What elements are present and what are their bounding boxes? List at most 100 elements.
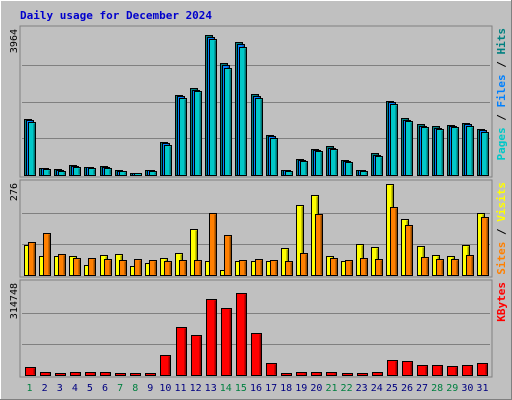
bar-shadow [33, 123, 35, 175]
bar-kbytes-day-8 [130, 373, 141, 376]
bar-shadow [93, 169, 95, 175]
day-label-29: 29 [446, 383, 458, 394]
bar-shadow [184, 99, 186, 175]
day-label-6: 6 [102, 383, 108, 394]
bar-pages-day-18 [285, 171, 293, 176]
legend-entry: / [495, 222, 508, 242]
panel-pages-files-hits: 3964 Pages / Files / Hits [9, 25, 508, 178]
bar-shadow [108, 373, 110, 375]
bar-shadow [229, 236, 231, 275]
bar-pages-day-10 [164, 145, 172, 176]
panel-legend: KBytes [495, 282, 508, 322]
bar-pages-day-3 [58, 171, 66, 176]
bar-pages-day-29 [451, 127, 459, 176]
bar-sites-day-8 [134, 259, 142, 276]
day-label-26: 26 [401, 383, 413, 394]
bar-shadow [139, 260, 141, 275]
bar-kbytes-day-2 [40, 372, 51, 376]
bar-sites-day-2 [43, 233, 51, 276]
bar-sites-day-25 [390, 207, 398, 276]
bar-sites-day-15 [239, 260, 247, 276]
bar-kbytes-day-12 [191, 335, 202, 376]
bar-pages-day-20 [315, 151, 323, 176]
legend-entry: / [495, 55, 508, 75]
bar-shadow [154, 261, 156, 275]
bar-sites-day-7 [119, 260, 127, 276]
legend-entry: Sites [495, 242, 508, 275]
bar-shadow [244, 294, 246, 375]
bar-pages-day-5 [88, 168, 96, 176]
bar-shadow [93, 259, 95, 275]
bar-kbytes-day-9 [145, 373, 156, 376]
bar-shadow [168, 356, 170, 375]
bar-shadow [229, 309, 231, 375]
bar-kbytes-day-24 [372, 372, 383, 376]
bar-shadow [214, 40, 216, 175]
bar-shadow [93, 373, 95, 375]
bar-shadow [395, 208, 397, 275]
bar-pages-day-2 [43, 169, 51, 176]
bar-shadow [109, 260, 111, 275]
day-label-3: 3 [57, 383, 63, 394]
bar-shadow [244, 48, 246, 175]
bar-shadow [199, 336, 201, 375]
day-label-25: 25 [386, 383, 398, 394]
bar-sites-day-19 [300, 253, 308, 276]
day-label-18: 18 [280, 383, 292, 394]
bar-shadow [455, 367, 457, 375]
bar-sites-day-27 [421, 257, 429, 276]
bar-sites-day-20 [315, 214, 323, 276]
bar-kbytes-day-16 [251, 333, 262, 376]
bar-shadow [260, 99, 262, 175]
bar-sites-day-31 [481, 217, 489, 276]
bar-shadow [365, 172, 367, 175]
day-label-9: 9 [147, 383, 153, 394]
bar-pages-day-30 [466, 126, 474, 176]
bar-shadow [109, 169, 111, 175]
legend-entry: Hits [495, 28, 508, 55]
legend-entry: / [495, 108, 508, 128]
bar-sites-day-23 [360, 258, 368, 276]
bar-shadow [199, 261, 201, 275]
chart-title: Daily usage for December 2024 [20, 9, 212, 22]
bar-shadow [320, 152, 322, 175]
bar-shadow [48, 373, 50, 375]
bar-pages-day-15 [239, 47, 247, 176]
bar-pages-day-14 [224, 68, 232, 176]
chart-panels: 3964 Pages / Files / Hits 276 Sites / Visit… [9, 25, 508, 378]
bar-pages-day-17 [270, 138, 278, 176]
bar-kbytes-day-29 [447, 366, 458, 376]
bar-sites-day-13 [209, 213, 217, 276]
bar-shadow [305, 162, 307, 175]
bar-shadow [48, 170, 50, 175]
bar-sites-day-18 [285, 261, 293, 276]
bar-kbytes-day-26 [402, 361, 413, 376]
bar-shadow [441, 260, 443, 275]
bar-kbytes-day-19 [296, 372, 307, 376]
bar-shadow [410, 122, 412, 175]
bar-shadow [124, 172, 126, 175]
bar-kbytes-day-4 [70, 372, 81, 376]
bar-kbytes-day-23 [357, 373, 368, 376]
bar-shadow [305, 254, 307, 275]
day-labels: 1 2 3 4 5 6 7 8 9 10 11 12 13 14 15 16 17 18 19 20 21 22 23 24 2… [27, 383, 489, 394]
bar-shadow [485, 364, 487, 375]
bar-shadow [78, 373, 80, 375]
bar-sites-day-3 [58, 254, 66, 276]
bar-kbytes-day-30 [462, 365, 473, 376]
bar-sites-day-21 [330, 258, 338, 276]
bar-shadow [395, 361, 397, 375]
bar-shadow [199, 92, 201, 175]
bar-pages-day-26 [405, 121, 413, 176]
bar-kbytes-day-20 [311, 372, 322, 376]
bar-sites-day-6 [104, 259, 112, 276]
bar-shadow [48, 234, 50, 275]
bar-shadow [275, 139, 277, 175]
bar-pages-day-24 [375, 156, 383, 176]
bar-shadow [426, 258, 428, 275]
bar-kbytes-day-21 [326, 372, 337, 376]
bar-shadow [124, 261, 126, 275]
bar-sites-day-1 [28, 242, 36, 276]
bar-shadow [169, 146, 171, 175]
bar-pages-day-1 [28, 122, 36, 176]
